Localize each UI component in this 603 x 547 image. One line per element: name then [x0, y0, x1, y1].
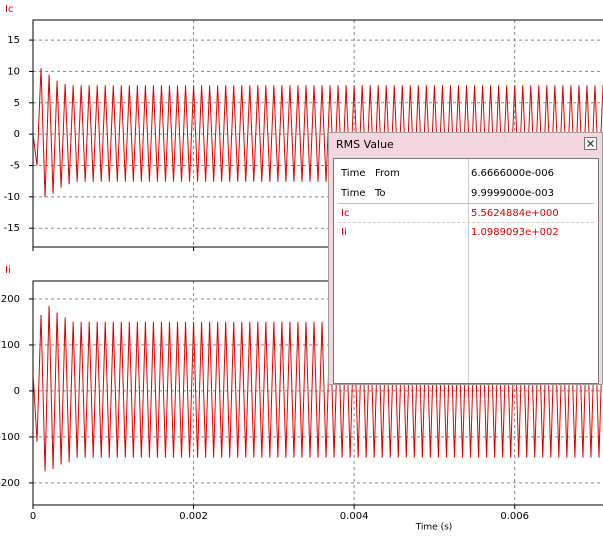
cell: 5.5624884e+000: [471, 208, 559, 219]
separator: [338, 203, 594, 204]
plot-frame: [32, 19, 603, 248]
y-tick-label: -200: [0, 478, 20, 489]
y-tick-label: 10: [7, 66, 20, 77]
cell: 9.9999000e-003: [471, 188, 554, 199]
signal-line: [33, 68, 603, 197]
x-axis-label: Time (s): [415, 523, 453, 533]
y-tick-label: 100: [1, 340, 20, 351]
x-tick-label: 0: [30, 511, 36, 522]
y-tick-label: -10: [4, 192, 20, 203]
y-tick-label: 200: [1, 294, 20, 305]
window-title: RMS Value: [336, 138, 394, 151]
x-tick-label: 0.004: [340, 511, 369, 522]
panel-title: Ic: [5, 4, 13, 15]
cell: 1.0989093e+002: [471, 227, 559, 238]
y-tick-label: -100: [0, 432, 20, 443]
y-tick-label: 15: [7, 35, 20, 46]
rms-table: Time From 6.6666000e-006 Time To 9.99990…: [333, 158, 599, 384]
cell: 6.6666000e-006: [471, 168, 554, 179]
y-tick-label: -15: [4, 223, 20, 234]
x-tick-label: 0.002: [179, 511, 208, 522]
cell: Ic: [341, 208, 350, 219]
y-tick-label: 0: [14, 386, 20, 397]
cell: Time: [341, 188, 366, 199]
column-divider: [468, 159, 469, 383]
y-tick-label: 5: [14, 98, 20, 109]
panel-title: Ii: [5, 265, 11, 276]
y-tick-label: -5: [10, 160, 20, 171]
cell: From: [375, 168, 400, 179]
y-tick-label: 0: [14, 129, 20, 140]
plot-frame: [32, 280, 603, 506]
close-button[interactable]: [584, 137, 597, 150]
cell: To: [375, 188, 386, 199]
cell: Time: [341, 168, 366, 179]
x-tick-label: 0.006: [500, 511, 529, 522]
rms-window[interactable]: RMS Value Time From 6.6666000e-006 Time …: [328, 132, 603, 385]
cell: Ii: [341, 227, 347, 238]
separator: [338, 222, 594, 223]
